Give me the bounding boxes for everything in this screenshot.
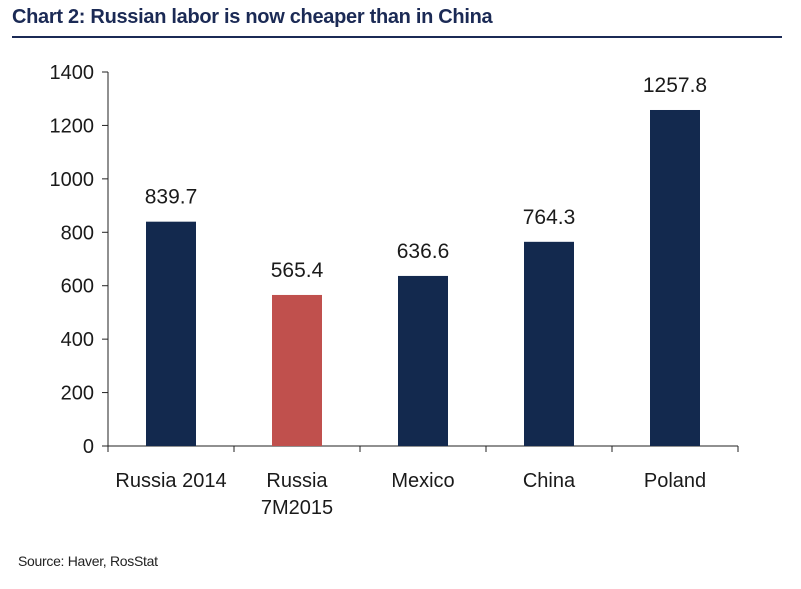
bar xyxy=(398,275,448,446)
data-labels: 839.7 565.4 636.6 764.3 1257.8 xyxy=(145,74,707,282)
category-label: Poland xyxy=(644,470,706,492)
data-label: 764.3 xyxy=(523,206,576,229)
category-label: Russia xyxy=(266,470,328,492)
category-label: Mexico xyxy=(391,470,454,492)
data-label: 565.4 xyxy=(271,259,324,282)
bars xyxy=(146,109,700,446)
data-label: 839.7 xyxy=(145,186,198,209)
y-tick-label: 600 xyxy=(61,276,94,298)
category-labels: Russia 2014 Russia 7M2015 Mexico China Poland xyxy=(115,470,706,519)
y-tick-label: 1000 xyxy=(50,169,95,191)
category-label: Russia 2014 xyxy=(115,470,226,492)
bar-chart: 0 200 400 600 800 1000 1200 1400 839.7 565.4 636.… xyxy=(50,62,739,519)
y-tick-label: 800 xyxy=(61,222,94,244)
y-axis: 0 200 400 600 800 1000 1200 1400 xyxy=(50,62,109,458)
bar xyxy=(650,109,700,446)
y-tick-label: 400 xyxy=(61,329,94,351)
title-divider xyxy=(12,36,782,38)
category-label: China xyxy=(523,470,576,492)
category-label: 7M2015 xyxy=(261,497,333,519)
data-label: 636.6 xyxy=(397,240,450,263)
y-tick-label: 1200 xyxy=(50,115,95,137)
source-note: Source: Haver, RosStat xyxy=(18,553,158,569)
bar xyxy=(146,221,196,446)
bar xyxy=(272,294,322,446)
x-axis xyxy=(107,445,739,452)
y-tick-label: 0 xyxy=(83,436,94,458)
chart-title: Chart 2: Russian labor is now cheaper th… xyxy=(12,6,493,28)
y-tick-label: 1400 xyxy=(50,62,95,84)
bar xyxy=(524,241,574,446)
data-label: 1257.8 xyxy=(643,74,707,97)
y-tick-label: 200 xyxy=(61,383,94,405)
